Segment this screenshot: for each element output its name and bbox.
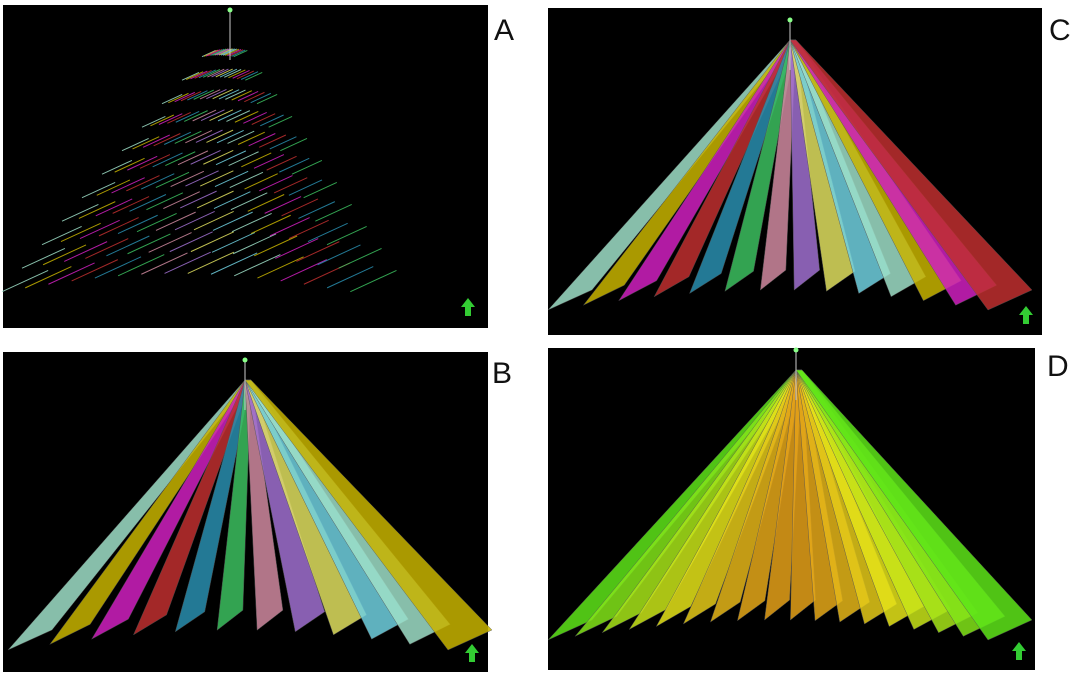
panel-label: B [492,357,512,390]
panel-label: D [1047,350,1069,383]
page: A B C D (() => { const data = JSON.parse… [0,0,1081,673]
well-head [228,8,233,13]
panel-label: A [494,14,514,47]
figure: A B C D [0,0,1081,673]
well-head [794,348,799,353]
panel-label: C [1049,14,1071,47]
well-head [243,358,248,363]
well-head [788,18,793,23]
